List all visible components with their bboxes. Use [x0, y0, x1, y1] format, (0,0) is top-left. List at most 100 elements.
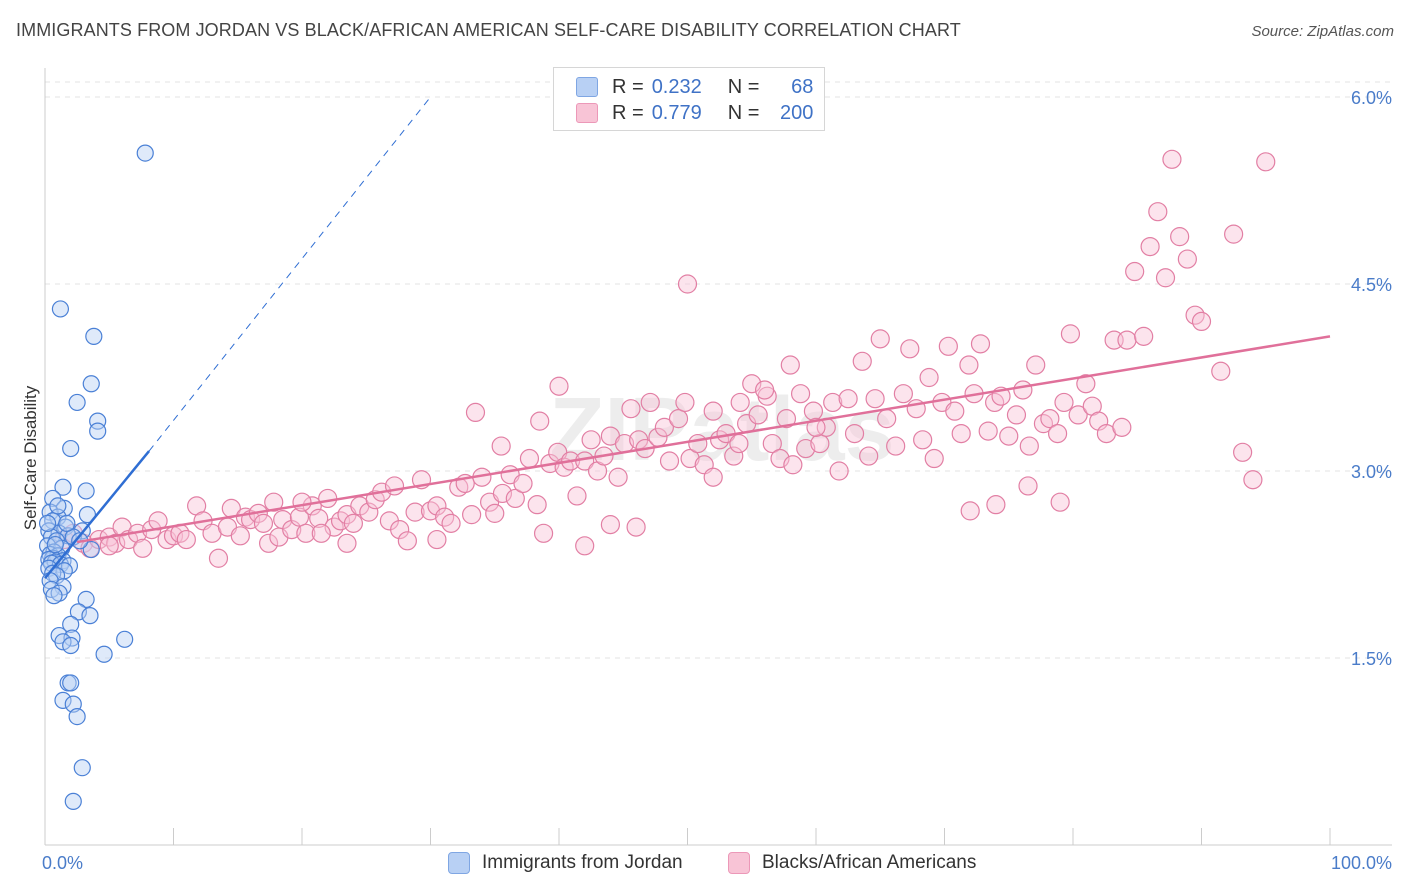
data-point — [309, 508, 329, 528]
legend-n-label: N = — [727, 101, 760, 124]
data-point — [1006, 405, 1027, 425]
watermark: ZIPatlas — [549, 380, 894, 480]
x-tick-label: 0.0% — [42, 853, 83, 873]
data-point — [60, 557, 79, 575]
y-tick-label: 4.5% — [1351, 275, 1392, 295]
data-point — [919, 367, 939, 388]
data-point — [730, 392, 750, 413]
data-point — [116, 630, 134, 648]
bottom-legend-label-jordan: Immigrants from Jordan — [482, 852, 683, 873]
legend-n-value: 200 — [780, 101, 814, 124]
data-point — [640, 392, 660, 413]
data-point — [900, 339, 920, 359]
data-point — [38, 514, 57, 532]
data-point — [45, 587, 63, 605]
data-point — [64, 792, 82, 810]
legend-row-jordan: R = 0.232 N = 68 — [576, 74, 813, 100]
data-point — [82, 540, 100, 559]
data-point — [337, 533, 357, 553]
data-point — [1140, 237, 1160, 257]
bottom-legend-label-black: Blacks/African Americans — [762, 852, 977, 873]
legend-swatch-jordan — [576, 77, 598, 97]
data-point — [677, 274, 698, 294]
data-point — [823, 392, 843, 413]
y-tick-labels: 1.5% 3.0% 4.5% 6.0% — [1351, 88, 1392, 669]
legend-n-value: 68 — [791, 75, 814, 98]
data-point — [176, 529, 196, 550]
legend-row-black: R = 0.779 N = 200 — [576, 100, 813, 126]
data-point — [668, 409, 689, 429]
data-point — [318, 488, 338, 509]
data-point — [762, 433, 782, 454]
data-point — [626, 517, 646, 537]
axes — [44, 68, 1392, 846]
data-point — [405, 502, 425, 522]
data-point — [621, 399, 641, 419]
data-point — [1060, 324, 1081, 344]
data-point — [688, 433, 708, 454]
data-point — [567, 486, 587, 506]
data-point — [62, 636, 80, 655]
data-point — [513, 473, 533, 494]
data-point — [133, 538, 153, 558]
data-point — [600, 515, 621, 535]
data-point — [491, 436, 511, 456]
data-point — [530, 411, 550, 431]
data-point — [1162, 149, 1182, 169]
data-point — [803, 401, 824, 421]
correlation-legend: R = 0.232 N = 68 R = 0.779 N = 200 — [553, 67, 825, 131]
data-point — [384, 476, 405, 496]
data-point — [77, 482, 95, 500]
data-point — [365, 490, 385, 510]
data-point — [343, 513, 363, 533]
bottom-legend-jordan: Immigrants from Jordan — [448, 852, 683, 874]
data-point — [296, 523, 316, 543]
data-point — [938, 336, 958, 356]
data-point — [1211, 361, 1231, 381]
data-point — [1013, 380, 1033, 400]
data-point — [441, 513, 461, 533]
data-point — [533, 523, 554, 543]
bottom-legend-black: Blacks/African Americans — [728, 852, 976, 874]
data-point — [485, 503, 505, 523]
data-point — [865, 389, 885, 409]
data-point — [62, 615, 80, 633]
legend-r-value: 0.779 — [651, 101, 702, 124]
data-point — [68, 707, 86, 726]
data-point — [58, 514, 76, 532]
data-point — [1040, 409, 1060, 429]
data-point — [776, 409, 797, 429]
trend-line-black — [76, 335, 1331, 544]
data-point — [85, 327, 103, 345]
y-tick-label: 6.0% — [1351, 88, 1392, 108]
data-point — [89, 412, 107, 430]
series-immigrants-from-jordan — [38, 144, 154, 810]
x-tick-labels: 0.0% 100.0% — [42, 853, 1392, 873]
data-point — [49, 497, 67, 515]
data-point — [608, 467, 628, 487]
data-point — [1191, 311, 1212, 331]
data-point — [292, 492, 312, 512]
x-tick-label: 100.0% — [1331, 853, 1392, 873]
data-point — [289, 507, 310, 527]
data-point — [1134, 326, 1154, 346]
data-point — [1243, 470, 1263, 490]
data-point — [945, 401, 965, 421]
data-point — [68, 393, 86, 412]
data-point — [527, 495, 547, 515]
data-point — [359, 502, 379, 522]
data-point — [1018, 476, 1038, 496]
data-point — [924, 448, 944, 469]
bottom-legend-swatch-black — [728, 852, 750, 874]
data-point — [99, 536, 119, 556]
data-point — [1148, 202, 1168, 222]
data-point — [838, 389, 858, 409]
data-point — [806, 417, 826, 437]
data-point — [960, 501, 980, 521]
data-point — [78, 506, 97, 524]
trend-lines — [44, 96, 1331, 580]
data-point — [986, 495, 1006, 515]
data-point — [208, 548, 229, 568]
data-point — [264, 492, 284, 512]
data-point — [549, 376, 569, 396]
